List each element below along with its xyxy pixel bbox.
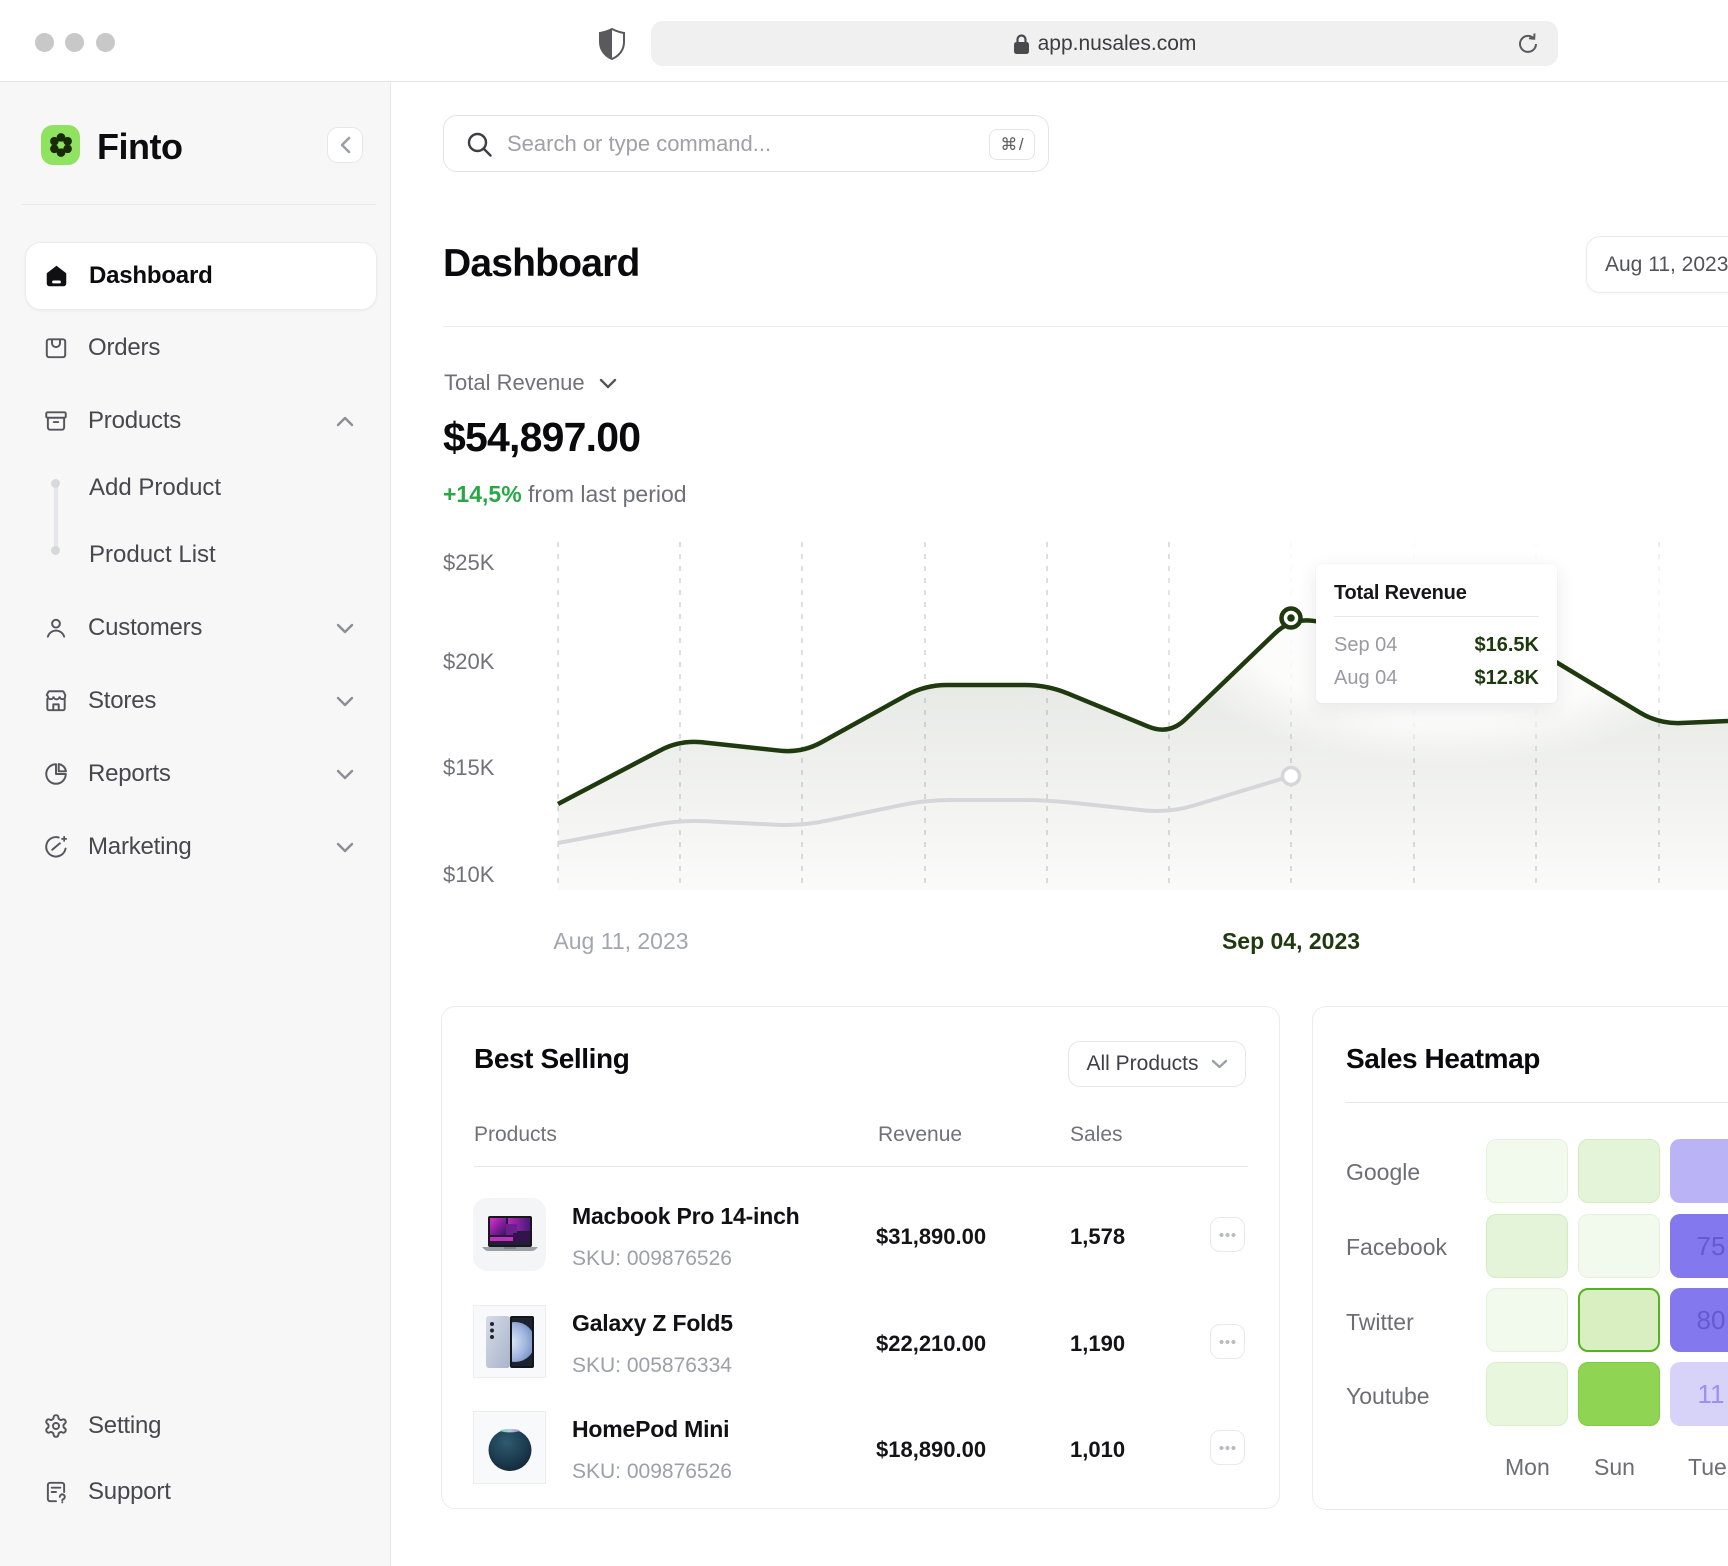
- svg-text:$10K: $10K: [443, 862, 495, 887]
- svg-text:Aug 11, 2023: Aug 11, 2023: [553, 928, 688, 954]
- svg-text:$15K: $15K: [443, 755, 495, 780]
- svg-text:$20K: $20K: [443, 649, 495, 674]
- svg-text:$25K: $25K: [443, 550, 495, 575]
- svg-text:Sep 04, 2023: Sep 04, 2023: [1222, 928, 1360, 954]
